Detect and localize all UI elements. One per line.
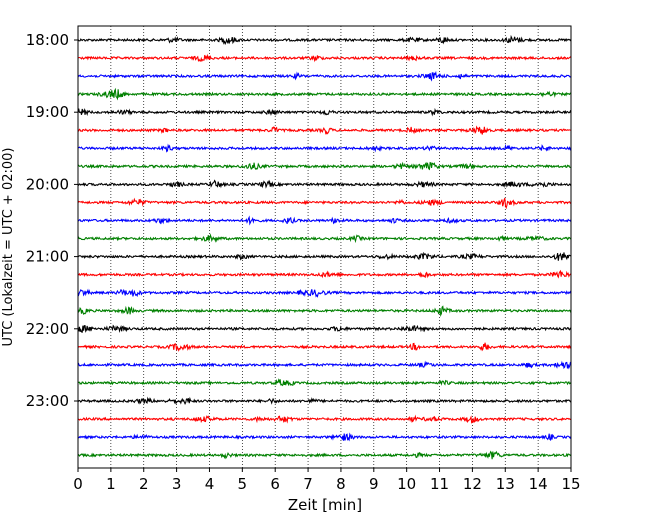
- trace-2345: [77, 450, 572, 460]
- y-axis-label: UTC (Lokalzeit = UTC + 02:00): [1, 148, 16, 347]
- trace-2230: [77, 360, 572, 370]
- x-axis-ticks: 0 1 2 3 4 5 6 7 8 9 10 11 12 13 14 15: [73, 468, 581, 493]
- x-tick-label-2: 2: [139, 475, 149, 493]
- trace-1915: [77, 125, 572, 135]
- trace-lines: [77, 34, 572, 460]
- y-tick-label-1800: 18:00: [26, 31, 69, 49]
- x-tick-label-8: 8: [336, 475, 346, 493]
- x-tick-label-11: 11: [430, 475, 449, 493]
- x-tick-label-13: 13: [496, 475, 515, 493]
- y-tick-label-2200: 22:00: [26, 320, 69, 338]
- trace-2145: [77, 305, 572, 318]
- x-axis-label: Zeit [min]: [288, 496, 362, 514]
- x-tick-label-6: 6: [270, 475, 280, 493]
- trace-2045: [77, 233, 572, 244]
- y-tick-label-2300: 23:00: [26, 392, 69, 410]
- x-tick-label-1: 1: [106, 475, 116, 493]
- trace-1845: [77, 87, 572, 101]
- x-tick-label-3: 3: [172, 475, 182, 493]
- trace-2215: [77, 342, 572, 352]
- trace-2100: [77, 251, 572, 261]
- trace-2315: [77, 414, 572, 424]
- plot-frame: [77, 25, 572, 469]
- x-tick-label-0: 0: [73, 475, 83, 493]
- trace-1900: [77, 107, 572, 117]
- trace-2130: [77, 288, 572, 298]
- x-tick-label-15: 15: [561, 475, 580, 493]
- x-tick-label-12: 12: [463, 475, 482, 493]
- trace-1830: [77, 70, 572, 82]
- x-tick-label-10: 10: [397, 475, 416, 493]
- trace-1815: [77, 53, 572, 63]
- trace-1800: [77, 34, 572, 46]
- trace-2330: [77, 432, 572, 442]
- y-axis-ticks: 18:00 19:00 20:00 21:00 22:00 23:00: [26, 31, 78, 410]
- trace-2245: [77, 378, 572, 387]
- trace-2300: [77, 396, 572, 405]
- trace-2115: [77, 269, 572, 279]
- trace-1945: [77, 161, 572, 171]
- trace-2030: [77, 215, 572, 226]
- trace-1930: [77, 143, 572, 153]
- x-tick-label-9: 9: [369, 475, 379, 493]
- y-tick-label-1900: 19:00: [26, 103, 69, 121]
- x-tick-label-14: 14: [529, 475, 548, 493]
- y-tick-label-2100: 21:00: [26, 248, 69, 266]
- trace-2200: [77, 324, 572, 333]
- x-tick-label-5: 5: [238, 475, 248, 493]
- x-tick-label-4: 4: [205, 475, 215, 493]
- trace-2015: [77, 197, 572, 210]
- x-tick-label-7: 7: [303, 475, 313, 493]
- y-tick-label-2000: 20:00: [26, 175, 69, 193]
- trace-2000: [77, 179, 572, 189]
